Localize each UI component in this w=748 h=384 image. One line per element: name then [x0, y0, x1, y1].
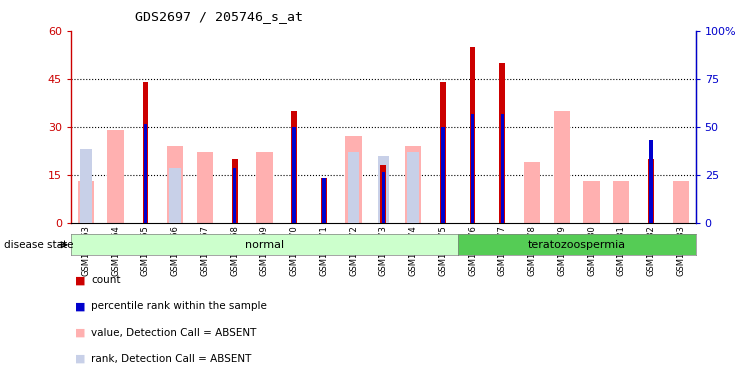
- Bar: [649, 159, 654, 223]
- Bar: [381, 165, 386, 223]
- Bar: [143, 82, 148, 223]
- Bar: [613, 181, 630, 223]
- Bar: [583, 181, 600, 223]
- Bar: [257, 152, 272, 223]
- Bar: [80, 149, 92, 223]
- Text: ■: ■: [75, 354, 85, 364]
- Bar: [321, 178, 327, 223]
- Bar: [500, 63, 505, 223]
- Bar: [405, 146, 421, 223]
- Text: count: count: [91, 275, 120, 285]
- Bar: [144, 124, 147, 223]
- Bar: [408, 152, 419, 223]
- Bar: [378, 156, 389, 223]
- Bar: [170, 168, 181, 223]
- Bar: [167, 146, 183, 223]
- Bar: [381, 172, 385, 223]
- Bar: [440, 82, 446, 223]
- Text: teratozoospermia: teratozoospermia: [527, 240, 626, 250]
- Text: ■: ■: [75, 275, 85, 285]
- Bar: [322, 178, 325, 223]
- Bar: [554, 111, 570, 223]
- Text: ■: ■: [75, 328, 85, 338]
- Bar: [108, 130, 124, 223]
- Text: value, Detection Call = ABSENT: value, Detection Call = ABSENT: [91, 328, 257, 338]
- Bar: [292, 127, 296, 223]
- Text: ■: ■: [75, 301, 85, 311]
- Text: normal: normal: [245, 240, 284, 250]
- Bar: [672, 181, 689, 223]
- Bar: [78, 181, 94, 223]
- Bar: [346, 136, 362, 223]
- Text: disease state: disease state: [4, 240, 73, 250]
- Bar: [232, 159, 238, 223]
- Bar: [197, 152, 213, 223]
- Bar: [524, 162, 540, 223]
- Text: rank, Detection Call = ABSENT: rank, Detection Call = ABSENT: [91, 354, 251, 364]
- Text: GDS2697 / 205746_s_at: GDS2697 / 205746_s_at: [135, 10, 303, 23]
- Bar: [500, 114, 504, 223]
- Bar: [470, 114, 474, 223]
- Bar: [649, 139, 653, 223]
- Bar: [233, 168, 236, 223]
- Bar: [291, 111, 297, 223]
- Bar: [441, 127, 444, 223]
- Text: percentile rank within the sample: percentile rank within the sample: [91, 301, 267, 311]
- Bar: [348, 152, 359, 223]
- Bar: [470, 47, 476, 223]
